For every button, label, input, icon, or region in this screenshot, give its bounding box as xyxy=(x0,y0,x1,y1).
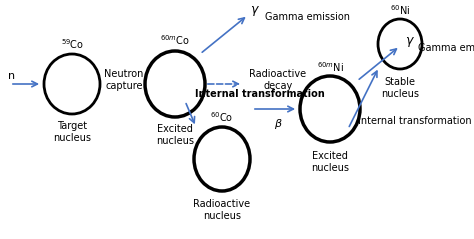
Text: $\gamma$: $\gamma$ xyxy=(405,35,415,49)
Text: $\beta$: $\beta$ xyxy=(273,117,283,131)
Text: $^{59}$Co: $^{59}$Co xyxy=(61,37,83,51)
Text: n: n xyxy=(8,71,15,81)
Text: Excited
nucleus: Excited nucleus xyxy=(311,151,349,173)
Text: Stable
nucleus: Stable nucleus xyxy=(381,77,419,99)
Text: Excited
nucleus: Excited nucleus xyxy=(156,124,194,146)
Text: Target
nucleus: Target nucleus xyxy=(53,121,91,143)
Text: Radioactive
decay: Radioactive decay xyxy=(249,69,307,91)
Text: Radioactive
nucleus: Radioactive nucleus xyxy=(193,199,251,221)
Text: $\gamma$: $\gamma$ xyxy=(250,4,260,18)
Text: $^{60}$Ni: $^{60}$Ni xyxy=(390,3,410,17)
Text: Internal transformation: Internal transformation xyxy=(358,116,472,126)
Text: Gamma emission: Gamma emission xyxy=(418,43,474,53)
Text: $^{60}$Co: $^{60}$Co xyxy=(210,110,234,124)
Text: $^{60m}$Ni: $^{60m}$Ni xyxy=(317,60,344,74)
Text: Gamma emission: Gamma emission xyxy=(265,12,350,22)
Text: Internal transformation: Internal transformation xyxy=(195,89,325,99)
Text: Neutron
capture: Neutron capture xyxy=(104,69,144,91)
Text: $^{60m}$Co: $^{60m}$Co xyxy=(160,33,190,47)
